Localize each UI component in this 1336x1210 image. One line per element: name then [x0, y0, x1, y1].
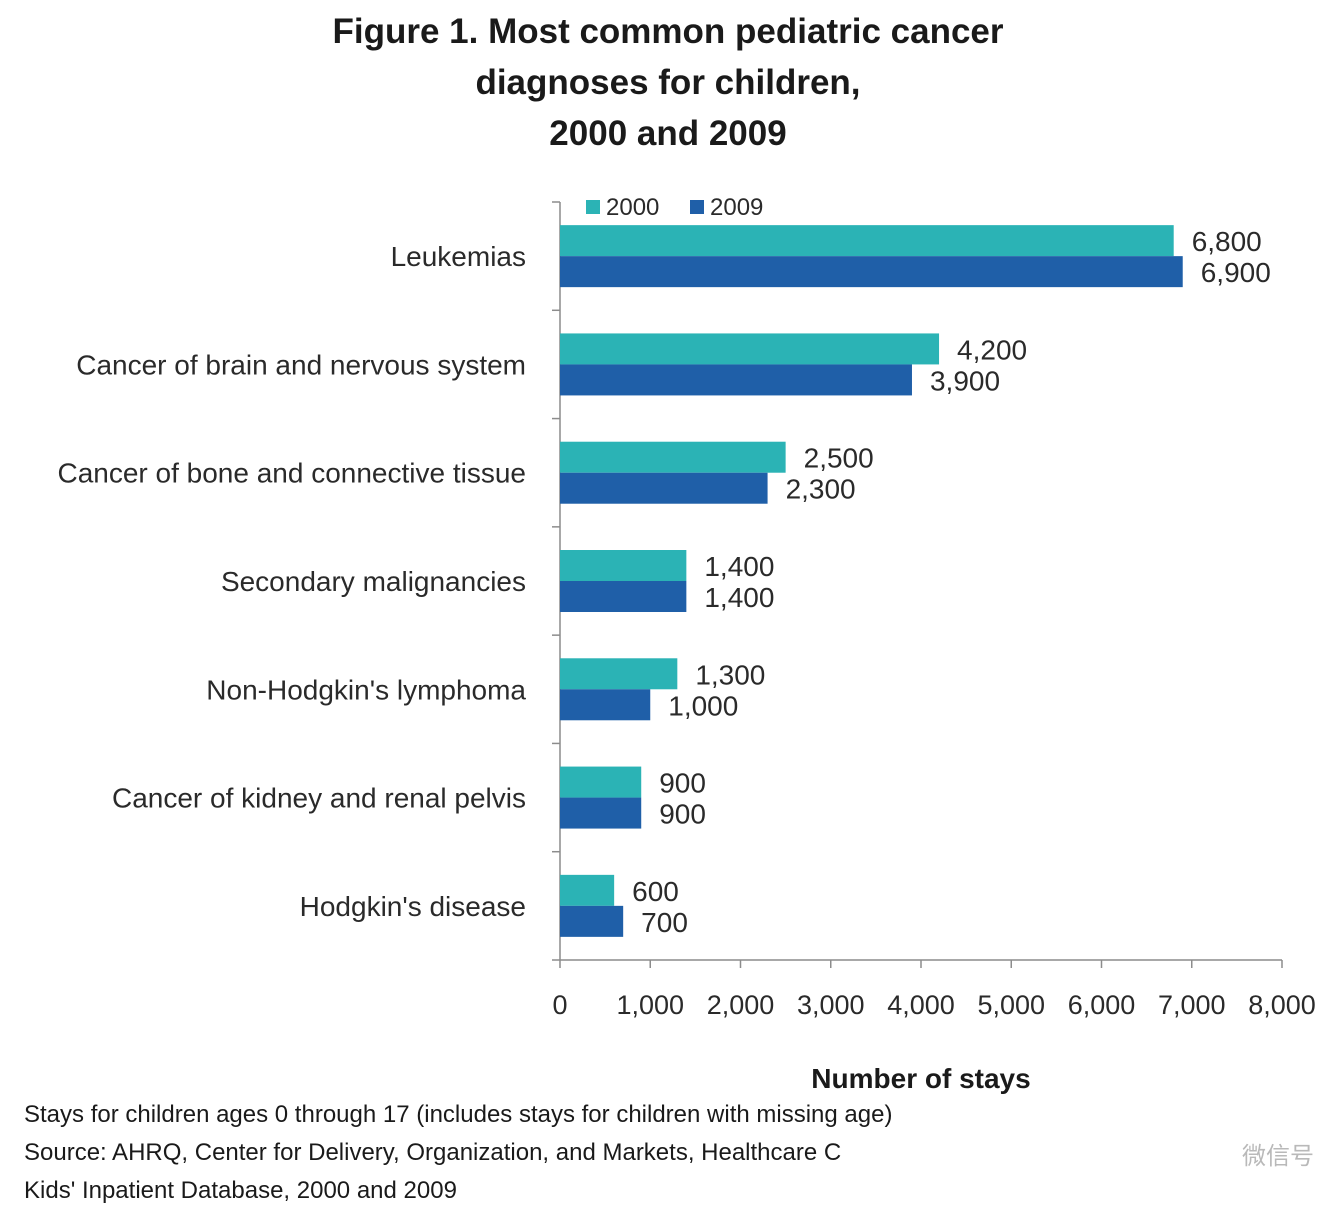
bar-chart: 2000 2009 Leukemias Cancer of brain and n…	[57, 194, 1315, 1094]
watermark: 微信号	[1242, 1143, 1314, 1170]
value-label-2000: 1,300	[695, 659, 765, 690]
footnote-stays: Stays for children ages 0 through 17 (in…	[24, 1101, 893, 1128]
value-label-2000: 2,500	[804, 443, 874, 474]
tick-labels: 0 1,000 2,000 3,000 4,000 5,000 6,000 7,000 8,00…	[552, 990, 1315, 1020]
legend-swatch-2009	[690, 200, 704, 214]
category-label: Non-Hodgkin's lymphoma	[206, 674, 526, 705]
bar-2009	[560, 364, 912, 396]
value-label-2000: 600	[632, 876, 679, 907]
category-label: Cancer of bone and connective tissue	[57, 458, 526, 489]
x-tick-label: 5,000	[977, 990, 1045, 1020]
category-labels: Leukemias Cancer of brain and nervous sys…	[57, 241, 526, 922]
bar-2009	[560, 905, 624, 937]
value-label-2000: 6,800	[1192, 226, 1262, 257]
footnote-source: Source: AHRQ, Center for Delivery, Organ…	[24, 1139, 842, 1166]
value-label-2009: 700	[641, 907, 688, 938]
legend-label-2000: 2000	[606, 194, 659, 221]
bar-2009	[560, 689, 651, 721]
category-label: Cancer of kidney and renal pelvis	[112, 783, 526, 814]
legend-label-2009: 2009	[710, 194, 763, 221]
bar-2000	[560, 441, 786, 473]
category-label: Cancer of brain and nervous system	[76, 349, 526, 380]
value-label-2009: 1,000	[668, 690, 738, 721]
value-label-2009: 6,900	[1201, 257, 1271, 288]
chart-title: Figure 1. Most common pediatric cancer d…	[0, 6, 1336, 159]
legend-swatch-2000	[586, 200, 600, 214]
bar-2000	[560, 658, 678, 690]
category-label: Leukemias	[391, 241, 526, 272]
title-line-2: diagnoses for children,	[475, 63, 861, 102]
x-tick-label: 0	[552, 990, 567, 1020]
value-label-2009: 1,400	[704, 582, 774, 613]
x-tick-label: 3,000	[797, 990, 865, 1020]
bar-2000	[560, 766, 642, 798]
footnote-database: Kids' Inpatient Database, 2000 and 2009	[24, 1177, 457, 1204]
category-label: Hodgkin's disease	[300, 891, 526, 922]
x-tick-label: 8,000	[1248, 990, 1316, 1020]
bar-2000	[560, 550, 687, 581]
x-tick-label: 6,000	[1068, 990, 1136, 1020]
bar-2009	[560, 581, 687, 612]
bar-2009	[560, 256, 1183, 288]
legend: 2000 2009	[586, 194, 763, 221]
value-label-2000: 900	[659, 768, 706, 799]
bars	[560, 225, 1183, 937]
title-line-3: 2000 and 2009	[549, 114, 787, 153]
value-label-2009: 3,900	[930, 365, 1000, 396]
title-line-1: Figure 1. Most common pediatric cancer	[332, 12, 1004, 51]
bar-2009	[560, 797, 642, 829]
bar-2009	[560, 472, 768, 504]
x-tick-label: 7,000	[1158, 990, 1226, 1020]
value-label-2000: 1,400	[704, 551, 774, 582]
category-label: Secondary malignancies	[221, 566, 526, 597]
x-tick-label: 2,000	[707, 990, 775, 1020]
value-label-2000: 4,200	[957, 334, 1027, 365]
bar-2000	[560, 333, 940, 365]
bar-2000	[560, 874, 615, 906]
x-tick-label: 4,000	[887, 990, 955, 1020]
x-tick-label: 1,000	[616, 990, 684, 1020]
x-axis-label: Number of stays	[811, 1063, 1030, 1094]
bar-2000	[560, 225, 1174, 257]
value-label-2009: 900	[659, 799, 706, 830]
value-label-2009: 2,300	[786, 474, 856, 505]
